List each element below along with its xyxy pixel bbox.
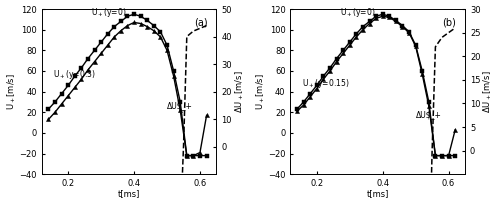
Text: (b): (b) <box>442 17 456 27</box>
Text: U$_+$(y=0): U$_+$(y=0) <box>340 6 376 19</box>
Y-axis label: U$_+$[m/s]: U$_+$[m/s] <box>6 73 18 110</box>
Text: U$_+$(y=0.3): U$_+$(y=0.3) <box>54 68 96 81</box>
Text: U$_+$(y=0.15): U$_+$(y=0.15) <box>302 76 350 90</box>
Y-axis label: ΔU$_+$[m/s]: ΔU$_+$[m/s] <box>482 70 494 113</box>
Y-axis label: U$_+$[m/s]: U$_+$[m/s] <box>254 73 266 110</box>
X-axis label: t[ms]: t[ms] <box>118 190 141 198</box>
Text: ΔU$_+: ΔU$_+ <box>416 111 442 120</box>
Text: U$_+$(y=0): U$_+$(y=0) <box>91 6 127 19</box>
Text: (a): (a) <box>194 17 207 27</box>
Y-axis label: ΔU$_+$[m/s]: ΔU$_+$[m/s] <box>234 70 246 113</box>
X-axis label: t[ms]: t[ms] <box>366 190 389 198</box>
Text: ΔU$_+: ΔU$_+ <box>167 101 193 110</box>
